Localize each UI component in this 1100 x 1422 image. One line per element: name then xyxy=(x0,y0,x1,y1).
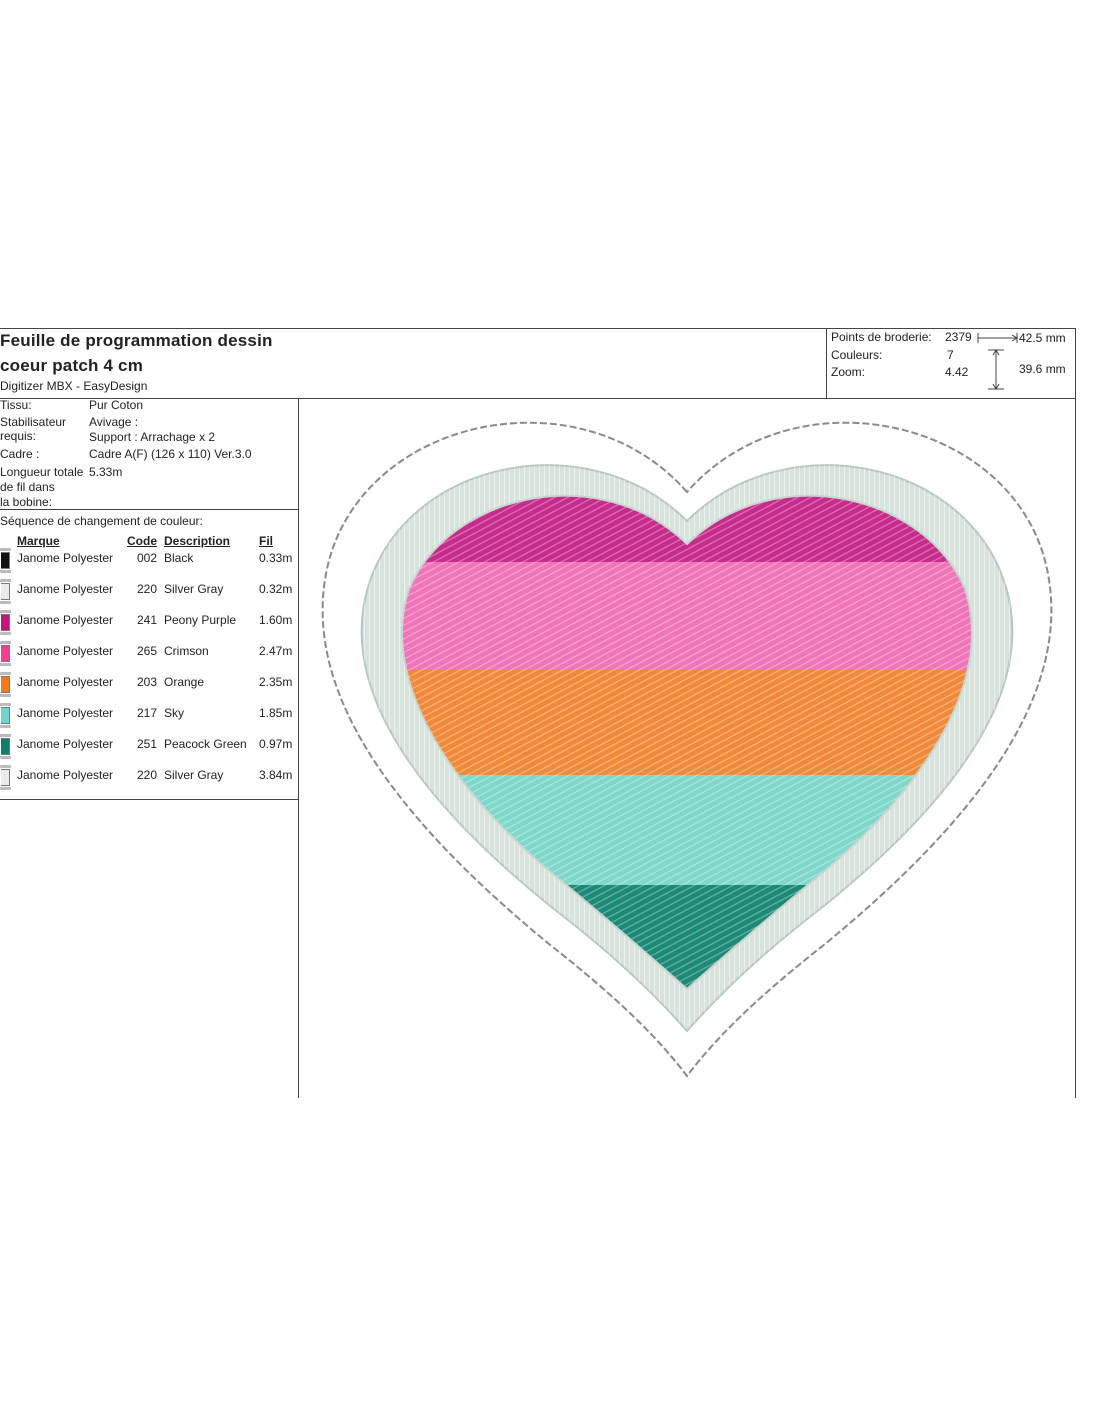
cell-length: 3.84m xyxy=(259,768,293,782)
cell-brand: Janome Polyester xyxy=(17,613,114,627)
cell-description: Black xyxy=(164,551,194,565)
info-label: Stabilisateur xyxy=(0,415,67,429)
table-bottom xyxy=(0,799,299,800)
cell-code: 265 xyxy=(137,644,158,658)
design-name: coeur patch 4 cm xyxy=(0,356,144,375)
table-row: Janome Polyester 217 Sky 1.85m xyxy=(0,703,298,737)
heart-cut-outline xyxy=(321,421,1053,1078)
cell-description: Silver Gray xyxy=(164,768,224,782)
info-label: requis: xyxy=(0,429,37,443)
info-value: 5.33m xyxy=(89,465,123,479)
embroidery-preview xyxy=(321,421,1053,1078)
info-divider xyxy=(0,509,299,510)
info-label: de fil dans xyxy=(0,480,55,494)
zoom-value: 4.42 xyxy=(945,365,969,379)
table-row: Janome Polyester 203 Orange 2.35m xyxy=(0,672,298,706)
cell-brand: Janome Polyester xyxy=(17,582,114,596)
thread-spool-icon xyxy=(0,765,11,791)
cell-brand: Janome Polyester xyxy=(17,644,114,658)
info-value: Pur Coton xyxy=(89,398,144,412)
cell-brand: Janome Polyester xyxy=(17,768,114,782)
info-label: Cadre : xyxy=(0,447,40,461)
info-value: Cadre A(F) (126 x 110) Ver.3.0 xyxy=(89,447,252,461)
table-row: Janome Polyester 265 Crimson 2.47m xyxy=(0,641,298,675)
software-name: Digitizer MBX - EasyDesign xyxy=(0,379,148,393)
table-row: Janome Polyester 220 Silver Gray 0.32m xyxy=(0,579,298,613)
cell-description: Peony Purple xyxy=(164,613,237,627)
stitches-label: Points de broderie: xyxy=(831,330,932,344)
zoom-label: Zoom: xyxy=(831,365,866,379)
cell-brand: Janome Polyester xyxy=(17,675,114,689)
dimension-arrows-icon xyxy=(977,333,1018,390)
thread-spool-icon xyxy=(0,672,11,698)
cell-brand: Janome Polyester xyxy=(17,737,114,751)
design-width: 42.5 mm xyxy=(1019,331,1066,345)
cell-code: 220 xyxy=(137,582,158,596)
cell-description: Crimson xyxy=(164,644,209,658)
cell-brand: Janome Polyester xyxy=(17,706,114,720)
info-label: Tissu: xyxy=(0,398,32,412)
cell-code: 251 xyxy=(137,737,158,751)
col-header-length: Fil xyxy=(259,534,273,548)
cell-length: 0.32m xyxy=(259,582,293,596)
table-row: Janome Polyester 220 Silver Gray 3.84m xyxy=(0,765,298,799)
cell-code: 220 xyxy=(137,768,158,782)
table-row: Janome Polyester 251 Peacock Green 0.97m xyxy=(0,734,298,768)
design-height: 39.6 mm xyxy=(1019,362,1066,376)
cell-code: 203 xyxy=(137,675,158,689)
cell-length: 2.47m xyxy=(259,644,293,658)
cell-description: Silver Gray xyxy=(164,582,224,596)
info-value: Support : Arrachage x 2 xyxy=(89,430,216,444)
cell-length: 1.60m xyxy=(259,613,293,627)
thread-spool-icon xyxy=(0,548,11,574)
thread-spool-icon xyxy=(0,734,11,760)
sheet-title: Feuille de programmation dessin xyxy=(0,331,273,350)
cell-length: 2.35m xyxy=(259,675,293,689)
stats-left-border xyxy=(826,328,827,398)
table-row: Janome Polyester 241 Peony Purple 1.60m xyxy=(0,610,298,644)
top-border xyxy=(0,328,1076,329)
panel-divider xyxy=(298,398,299,1098)
info-value: Avivage : xyxy=(89,415,139,429)
thread-spool-icon xyxy=(0,703,11,729)
cell-description: Sky xyxy=(164,706,185,720)
table-row: Janome Polyester 002 Black 0.33m xyxy=(0,548,298,582)
cell-length: 0.33m xyxy=(259,551,293,565)
cell-description: Orange xyxy=(164,675,205,689)
heart-inner-edge xyxy=(401,494,973,991)
programming-sheet: Feuille de programmation dessin coeur pa… xyxy=(0,328,1076,1098)
stitches-value: 2379 xyxy=(945,330,972,344)
thread-spool-icon xyxy=(0,610,11,636)
colors-label: Couleurs: xyxy=(831,347,883,362)
col-header-code: Code xyxy=(127,534,157,548)
cell-code: 217 xyxy=(137,706,158,720)
info-label: la bobine: xyxy=(0,495,53,509)
info-label: Longueur totale xyxy=(0,465,84,479)
col-header-description: Description xyxy=(164,534,231,548)
color-sequence-title: Séquence de changement de couleur: xyxy=(0,514,203,528)
cell-length: 1.85m xyxy=(259,706,293,720)
cell-length: 0.97m xyxy=(259,737,293,751)
col-header-brand: Marque xyxy=(17,534,60,548)
cell-code: 241 xyxy=(137,613,158,627)
right-border xyxy=(1075,328,1076,1098)
header-divider xyxy=(0,398,1076,399)
cell-description: Peacock Green xyxy=(164,737,247,751)
thread-spool-icon xyxy=(0,579,11,605)
cell-brand: Janome Polyester xyxy=(17,551,114,565)
colors-value: 7 xyxy=(947,347,954,362)
cell-code: 002 xyxy=(137,551,158,565)
thread-spool-icon xyxy=(0,641,11,667)
